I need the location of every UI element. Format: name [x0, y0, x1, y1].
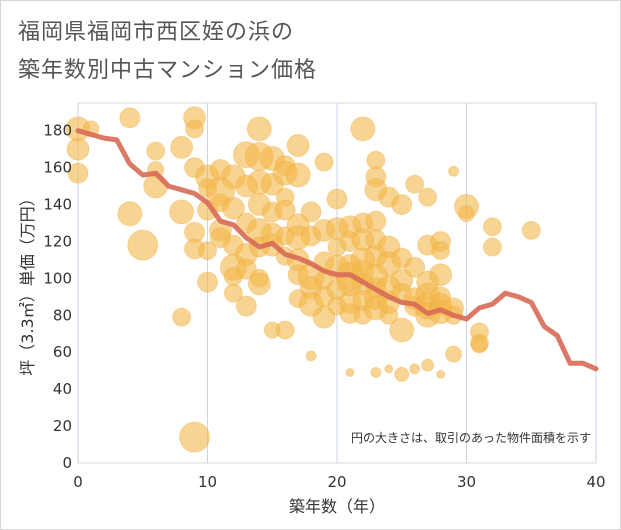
data-bubble: [394, 366, 410, 382]
size-legend-note: 円の大きさは、取引のあった物件面積を示す: [351, 430, 591, 445]
data-bubble: [448, 165, 460, 177]
data-bubble: [384, 364, 394, 374]
data-bubble: [235, 258, 257, 280]
data-bubble: [198, 241, 217, 261]
data-bubble: [389, 317, 415, 343]
chart-title-line-2: 築年数別中古マンション価格: [18, 58, 318, 83]
x-tick-label: 0: [73, 473, 83, 491]
data-bubble: [305, 350, 317, 362]
data-bubble: [300, 201, 322, 223]
data-bubble: [482, 217, 502, 237]
data-bubble: [66, 137, 90, 161]
data-bubble: [285, 162, 311, 188]
data-bubble: [197, 271, 218, 293]
y-tick-label: 20: [53, 417, 72, 435]
x-tick-label: 20: [327, 473, 346, 491]
data-bubble: [470, 336, 488, 354]
data-bubble: [521, 220, 541, 240]
data-bubble: [286, 133, 310, 157]
data-bubble: [314, 152, 334, 172]
y-tick-label: 40: [53, 380, 72, 398]
y-tick-label: 0: [62, 454, 72, 472]
x-tick-label: 40: [586, 473, 605, 491]
data-bubble: [345, 368, 355, 378]
data-bubble: [179, 421, 211, 453]
average-price-line: [75, 128, 599, 372]
data-bubble: [409, 363, 421, 375]
x-axis-label: 築年数（年）: [289, 497, 385, 516]
data-bubble: [274, 199, 296, 221]
x-tick-label: 30: [457, 473, 476, 491]
data-bubble: [169, 199, 195, 225]
y-tick-label: 160: [43, 159, 72, 177]
data-bubble: [221, 196, 245, 220]
data-bubble: [445, 345, 463, 363]
data-bubble: [365, 210, 387, 232]
x-tick-label: 10: [198, 473, 217, 491]
data-bubble: [405, 174, 425, 194]
chart-title-line-1: 福岡県福岡市西区姪の浜の: [18, 20, 295, 45]
data-bubble: [170, 135, 194, 159]
data-bubble: [67, 162, 89, 184]
axis-ticks: 0 20 40 60 80 100 120 140 160 180 0 10 20 30 40: [43, 122, 605, 491]
data-bubble: [119, 107, 141, 129]
data-bubble: [436, 369, 446, 379]
data-bubble: [421, 358, 435, 372]
data-bubble: [429, 263, 453, 287]
data-bubble: [235, 295, 257, 317]
data-bubble: [370, 367, 382, 379]
y-tick-label: 180: [43, 122, 72, 140]
data-bubble: [379, 305, 399, 325]
data-bubble: [246, 116, 272, 142]
y-tick-label: 100: [43, 269, 72, 287]
data-bubble: [185, 119, 205, 139]
data-bubble: [350, 116, 376, 142]
data-bubble: [117, 201, 143, 227]
y-axis-label: 坪（3.3㎡）単価（万円）: [18, 190, 37, 375]
trend-line-layer: [75, 128, 599, 372]
data-bubble: [146, 141, 166, 161]
data-bubble: [404, 256, 426, 278]
y-tick-label: 140: [43, 196, 72, 214]
data-bubble: [127, 229, 159, 261]
data-bubble: [326, 188, 348, 210]
y-tick-label: 60: [53, 343, 72, 361]
data-bubble: [418, 187, 438, 207]
data-bubble: [172, 307, 192, 327]
data-bubble: [312, 305, 336, 329]
data-bubble: [482, 237, 502, 257]
bubble-layer: [65, 106, 541, 453]
y-tick-label: 120: [43, 232, 72, 250]
data-bubble: [275, 320, 295, 340]
data-bubble: [431, 241, 451, 261]
data-bubble: [391, 194, 413, 216]
y-tick-label: 80: [53, 306, 72, 324]
data-bubble: [458, 205, 475, 223]
data-bubble: [247, 272, 271, 296]
data-bubble: [223, 283, 243, 303]
